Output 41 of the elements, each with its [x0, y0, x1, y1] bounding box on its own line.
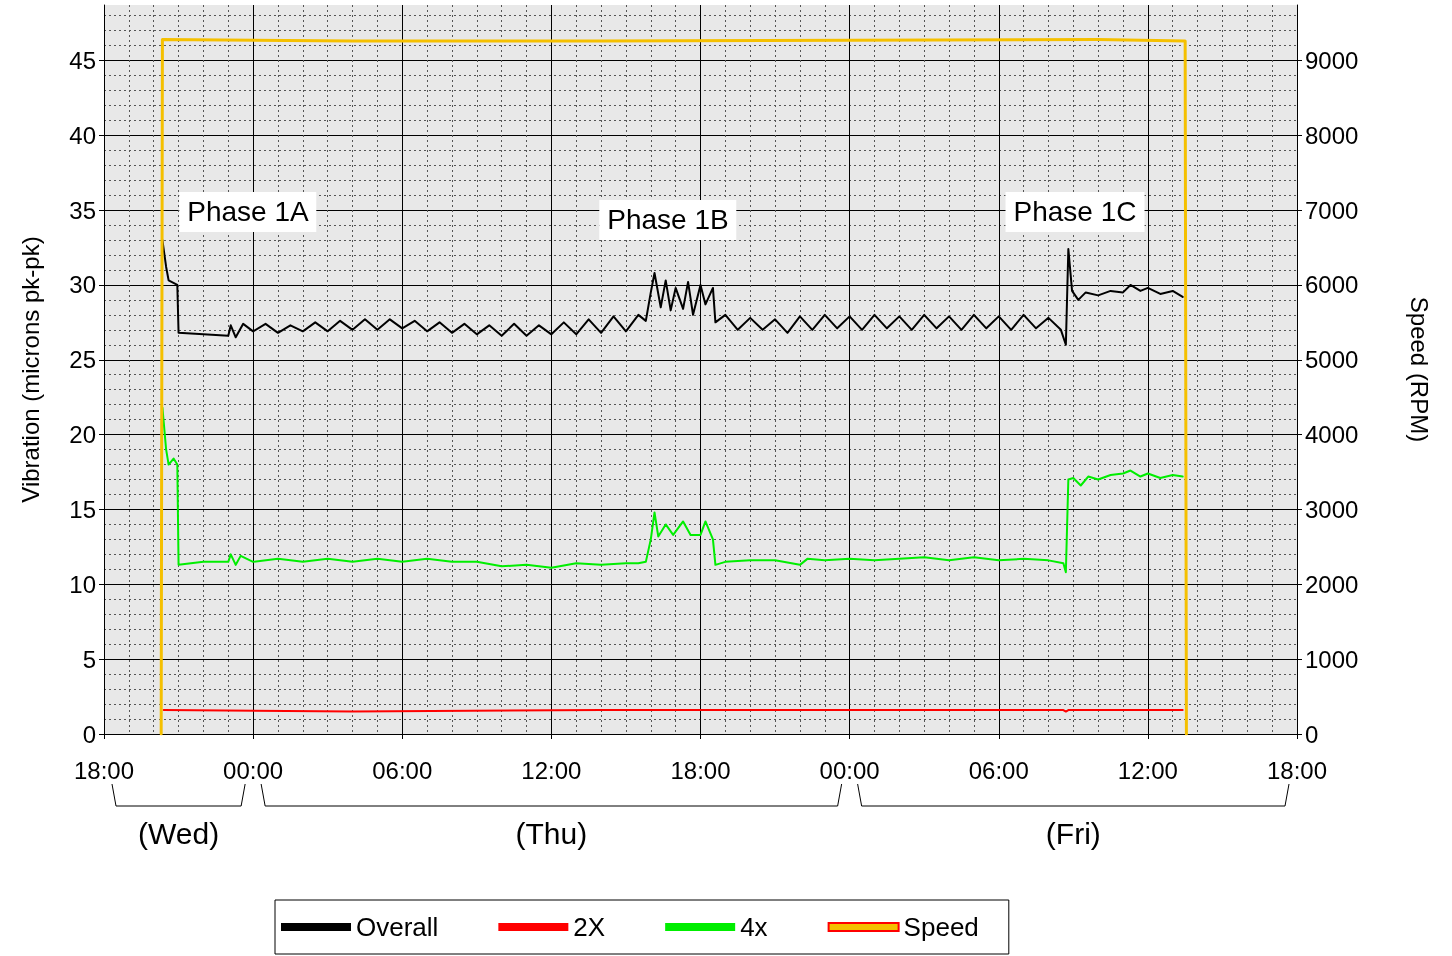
x-tick-label: 18:00 — [1266, 756, 1328, 784]
y-tick-label: 25 — [69, 346, 96, 374]
text: (Thu) — [515, 817, 588, 851]
annotation: Phase 1A — [179, 192, 317, 232]
y2-tick-label: 2000 — [1305, 570, 1359, 598]
y2-tick-label: 8000 — [1305, 121, 1359, 149]
x-tick-label: 00:00 — [819, 756, 880, 784]
y-tick-label: 15 — [69, 495, 96, 523]
legend-label: 4x — [740, 912, 768, 942]
legend-label: 2X — [573, 912, 606, 942]
y-axis-title: Vibration (microns pk-pk) — [16, 236, 44, 503]
y-tick-label: 0 — [82, 720, 96, 748]
y2-tick-label: 9000 — [1305, 46, 1359, 74]
y-tick-label: 40 — [69, 121, 96, 149]
annotation: Phase 1B — [599, 200, 737, 240]
y2-tick-label: 5000 — [1305, 346, 1359, 374]
y2-tick-label: 4000 — [1305, 421, 1359, 449]
annotation: Phase 1C — [1005, 192, 1145, 232]
y-tick-label: 5 — [82, 645, 96, 673]
x-tick-label: 06:00 — [372, 756, 433, 784]
y2-tick-label: 6000 — [1305, 271, 1359, 299]
y2-tick-label: 7000 — [1305, 196, 1359, 224]
x-tick-label: 12:00 — [1117, 756, 1178, 784]
y-tick-label: 35 — [69, 196, 96, 224]
y-tick-label: 10 — [69, 570, 96, 598]
y-tick-label: 45 — [69, 46, 96, 74]
y2-tick-label: 3000 — [1305, 495, 1359, 523]
x-tick-label: 18:00 — [670, 756, 731, 784]
y2-tick-label: 1000 — [1305, 645, 1359, 673]
legend-label: Overall — [356, 912, 439, 942]
x-tick-label: 06:00 — [968, 756, 1029, 784]
y-tick-label: 30 — [69, 271, 96, 299]
x-tick-label: 12:00 — [521, 756, 582, 784]
x-tick-label: 18:00 — [73, 756, 135, 784]
y-tick-label: 20 — [69, 421, 96, 449]
legend-label: Speed — [903, 912, 979, 942]
y2-tick-label: 0 — [1305, 720, 1319, 748]
y2-axis-title: Speed (RPM) — [1405, 296, 1433, 443]
x-tick-label: 00:00 — [223, 756, 284, 784]
text: (Fri) — [1045, 817, 1101, 851]
text: (Wed) — [138, 817, 220, 851]
